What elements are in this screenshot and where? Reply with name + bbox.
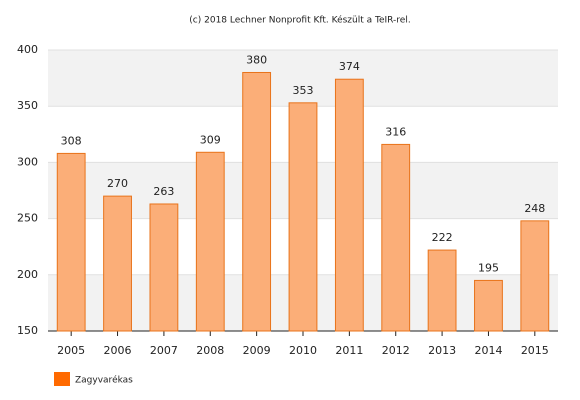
legend-label: Zagyvarékas: [75, 375, 133, 386]
bar: [334, 78, 364, 332]
bar: [149, 203, 179, 332]
x-tick-label: 2014: [474, 344, 502, 357]
x-tick-label: 2012: [382, 344, 410, 357]
x-tick-label: 2007: [150, 344, 178, 357]
bar: [381, 143, 411, 332]
y-tick-label: 350: [17, 99, 38, 112]
bar: [427, 249, 457, 332]
bar: [56, 152, 86, 332]
data-label: 353: [293, 84, 314, 97]
data-label: 270: [107, 177, 128, 190]
chart-title: (c) 2018 Lechner Nonprofit Kft. Készült …: [189, 15, 410, 26]
data-label: 308: [61, 134, 82, 147]
y-tick-label: 400: [17, 43, 38, 56]
data-label: 316: [385, 125, 406, 138]
x-tick-label: 2009: [243, 344, 271, 357]
legend-swatch: [54, 372, 70, 386]
plot-band: [48, 50, 558, 107]
x-tick-label: 2008: [196, 344, 224, 357]
data-label: 380: [246, 53, 267, 66]
data-label: 309: [200, 133, 221, 146]
y-tick-label: 300: [17, 155, 38, 168]
x-tick-label: 2013: [428, 344, 456, 357]
bar: [242, 71, 272, 332]
bar: [288, 102, 318, 332]
bar: [195, 151, 225, 332]
bar: [520, 220, 550, 332]
bar: [474, 279, 503, 332]
y-tick-label: 250: [17, 212, 38, 225]
x-tick-label: 2005: [57, 344, 85, 357]
y-tick-label: 150: [17, 324, 38, 337]
x-tick-label: 2006: [104, 344, 132, 357]
y-tick-label: 200: [17, 268, 38, 281]
data-label: 374: [339, 60, 360, 73]
bar: [103, 195, 132, 332]
x-tick-label: 2011: [335, 344, 363, 357]
data-label: 263: [153, 185, 174, 198]
x-tick-label: 2010: [289, 344, 317, 357]
x-tick-label: 2015: [521, 344, 549, 357]
data-label: 248: [524, 202, 545, 215]
data-label: 195: [478, 261, 499, 274]
data-label: 222: [432, 231, 453, 244]
